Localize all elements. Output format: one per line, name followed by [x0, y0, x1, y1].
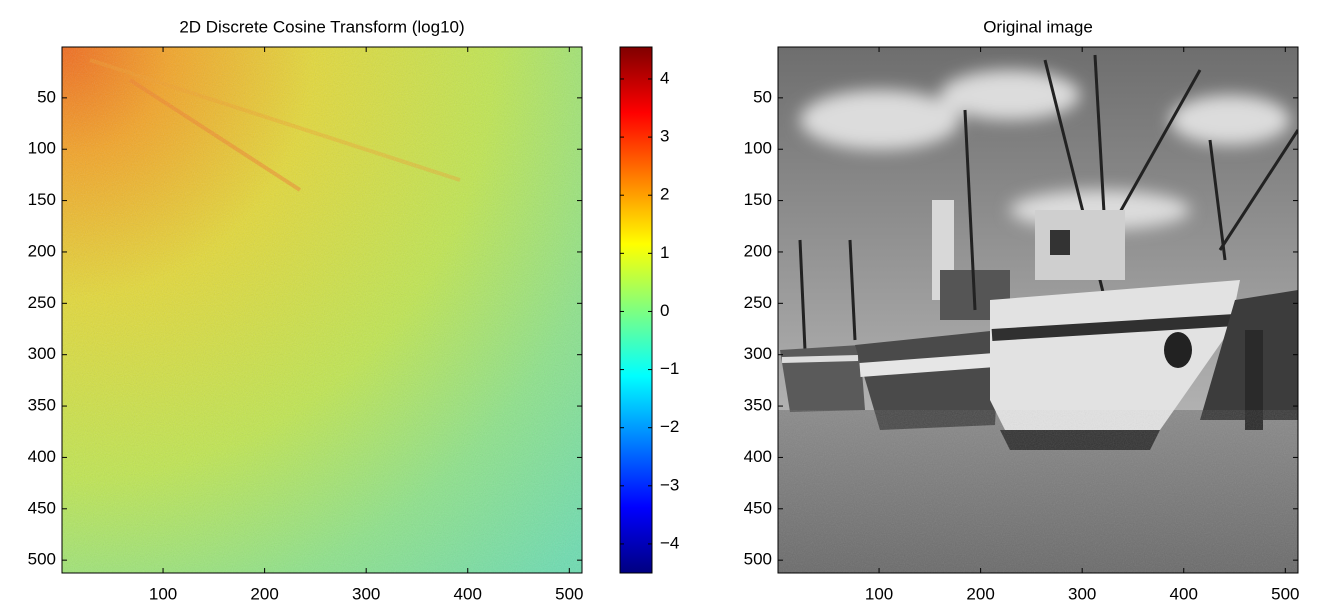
- x-tick-label: 300: [352, 584, 380, 603]
- colorbar-tick-label: 3: [660, 127, 669, 146]
- colorbar-tick-label: −2: [660, 417, 679, 436]
- y-tick-label: 500: [744, 550, 772, 569]
- photo-image: [778, 47, 1298, 573]
- y-tick-label: 50: [753, 87, 772, 106]
- y-tick-label: 200: [28, 241, 56, 260]
- axes-box: [777, 46, 1299, 574]
- colorbar-tick-label: 4: [660, 68, 669, 87]
- y-tick-label: 300: [744, 344, 772, 363]
- y-tick-label: 350: [28, 396, 56, 415]
- chart-title: 2D Discrete Cosine Transform (log10): [179, 17, 464, 36]
- colorbar-tick-label: 1: [660, 243, 669, 262]
- y-tick-label: 350: [744, 396, 772, 415]
- y-tick-label: 100: [28, 139, 56, 158]
- y-tick-label: 450: [744, 498, 772, 517]
- y-tick-label: 400: [28, 447, 56, 466]
- colorbar-tick-label: 2: [660, 185, 669, 204]
- x-tick-label: 500: [1271, 584, 1299, 603]
- y-tick-label: 50: [37, 87, 56, 106]
- x-tick-label: 100: [865, 584, 893, 603]
- y-tick-label: 500: [28, 550, 56, 569]
- x-tick-label: 400: [454, 584, 482, 603]
- x-tick-label: 100: [149, 584, 177, 603]
- x-tick-label: 400: [1170, 584, 1198, 603]
- y-tick-label: 200: [744, 241, 772, 260]
- colorbar-tick-label: −4: [660, 533, 679, 552]
- x-tick-label: 300: [1068, 584, 1096, 603]
- y-tick-label: 400: [744, 447, 772, 466]
- x-tick-label: 200: [966, 584, 994, 603]
- chart-title: Original image: [983, 17, 1093, 36]
- colorbar-tick-label: 0: [660, 301, 669, 320]
- y-tick-label: 300: [28, 344, 56, 363]
- y-tick-label: 150: [28, 190, 56, 209]
- heatmap-image: [62, 47, 582, 573]
- x-tick-label: 500: [555, 584, 583, 603]
- y-tick-label: 100: [744, 139, 772, 158]
- axes-box: [61, 46, 583, 574]
- colorbar-tick-label: −3: [660, 475, 679, 494]
- y-tick-label: 250: [28, 293, 56, 312]
- x-tick-label: 200: [250, 584, 278, 603]
- y-tick-label: 250: [744, 293, 772, 312]
- y-tick-label: 150: [744, 190, 772, 209]
- y-tick-label: 450: [28, 498, 56, 517]
- colorbar: [619, 46, 653, 574]
- colorbar-tick-label: −1: [660, 359, 679, 378]
